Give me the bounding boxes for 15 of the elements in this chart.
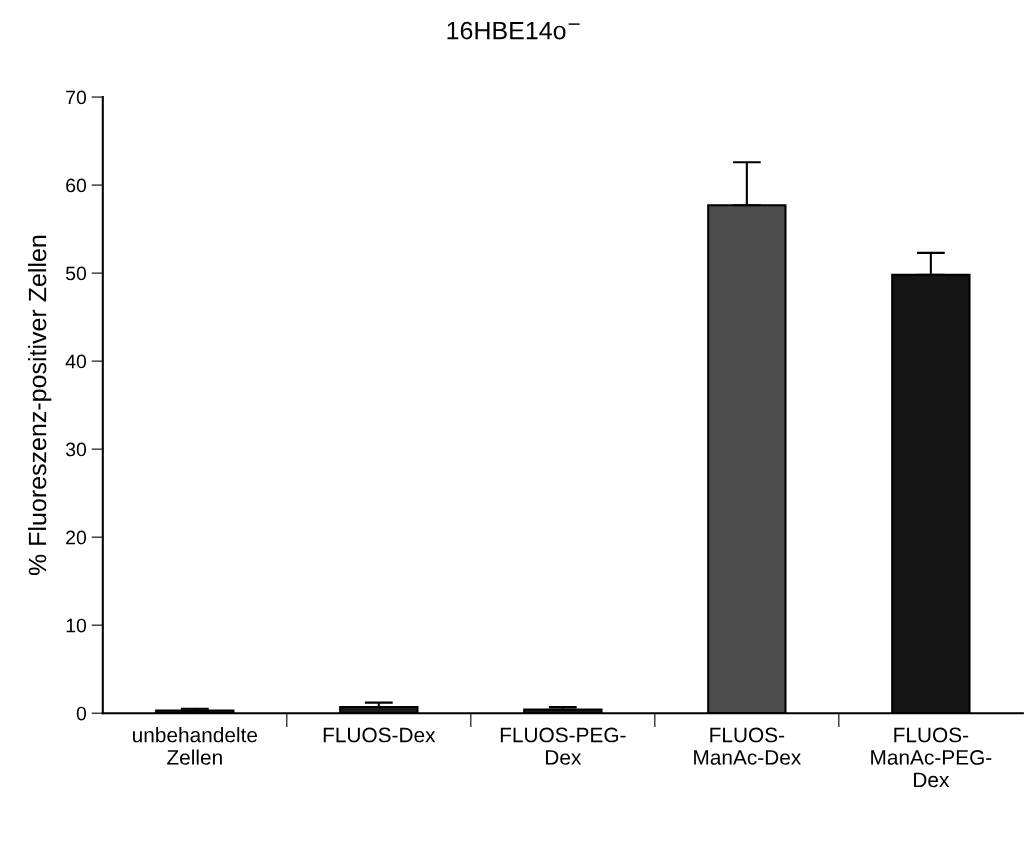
x-tick-label: FLUOS-PEG- Dex bbox=[500, 727, 626, 765]
x-tick-label: FLUOS- ManAc-Dex bbox=[694, 727, 802, 765]
chart-title: 16HBE14o$^{−}$ bbox=[447, 21, 580, 40]
y-tick-label: 20 bbox=[66, 530, 87, 545]
y-axis-title: % Fluoreszenz-positiver Zellen bbox=[28, 235, 52, 576]
y-tick-label: 30 bbox=[65, 442, 87, 457]
y-tick-label: 70 bbox=[66, 90, 87, 105]
y-tick-label: 40 bbox=[65, 354, 87, 369]
x-tick-label: FLUOS-Dex bbox=[323, 727, 436, 743]
y-tick-label: 50 bbox=[65, 266, 87, 281]
y-tick-label: 0 bbox=[76, 706, 87, 721]
y-tick-label: 10 bbox=[66, 618, 87, 633]
x-tick-label: FLUOS- ManAc-PEG- Dex bbox=[871, 727, 992, 788]
x-tick-label: unbehandelte Zellen bbox=[133, 727, 258, 765]
y-tick-label: 60 bbox=[66, 178, 87, 193]
